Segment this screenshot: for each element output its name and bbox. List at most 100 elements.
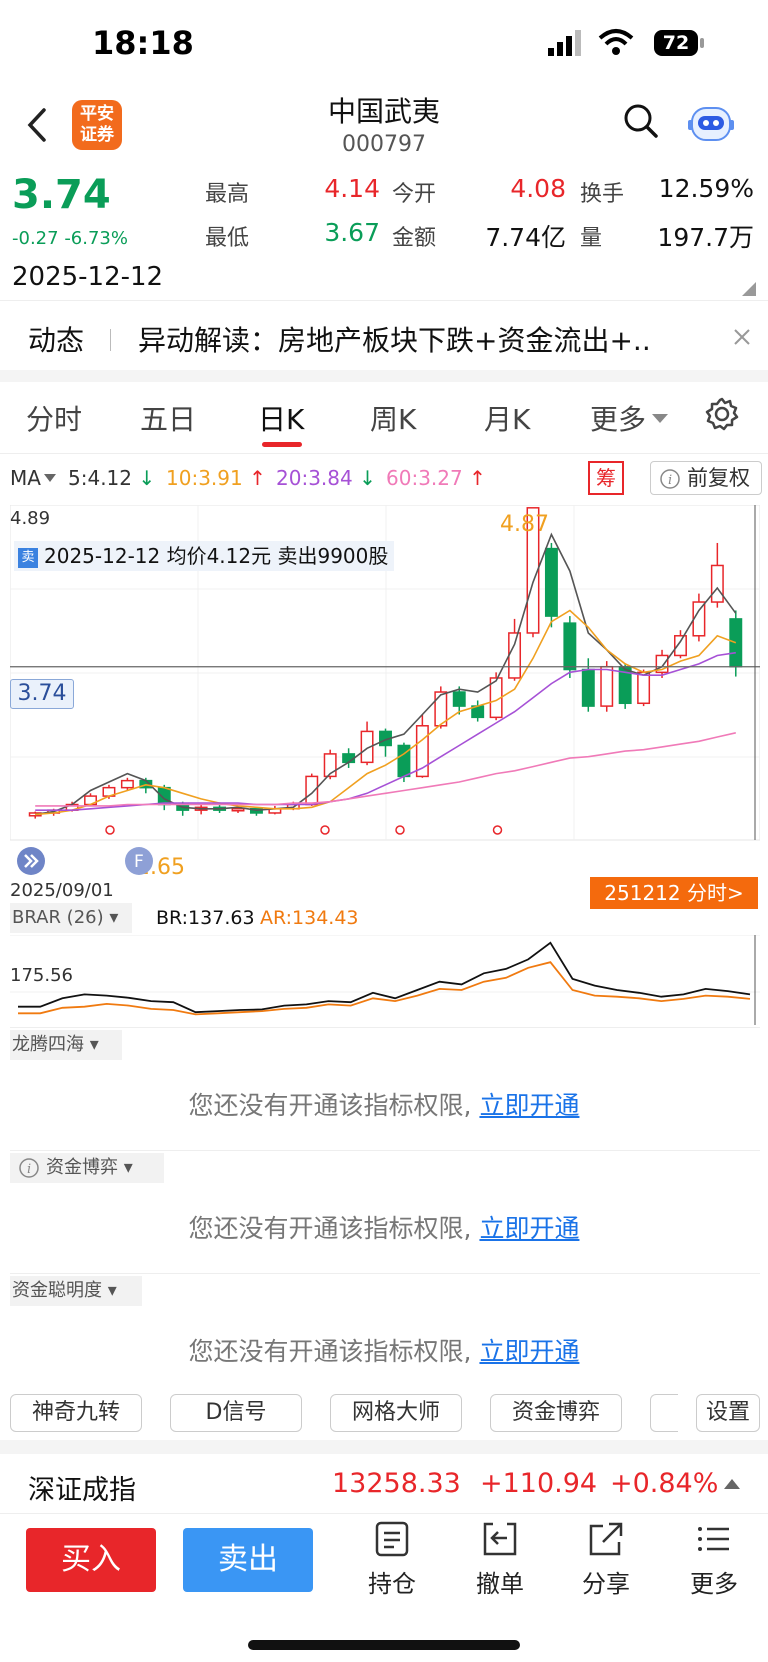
ma-label[interactable]: MA xyxy=(10,466,41,490)
candle-body xyxy=(692,601,706,637)
close-icon[interactable] xyxy=(732,327,752,347)
tool-nine-turns[interactable]: 神奇九转 xyxy=(10,1394,142,1432)
expand-up-icon[interactable] xyxy=(724,1478,740,1490)
locked-message-3: 您还没有开通该指标权限, 立即开通 xyxy=(0,1332,768,1368)
holdings-icon xyxy=(375,1521,409,1557)
tool-fund-game[interactable]: 资金博弈 xyxy=(490,1394,622,1432)
robot-assistant-icon[interactable] xyxy=(686,98,736,148)
tool-grid-master[interactable]: 网格大师 xyxy=(330,1394,462,1432)
gear-icon[interactable] xyxy=(704,396,740,432)
expand-corner-icon[interactable] xyxy=(742,282,756,296)
cancel-order-icon xyxy=(483,1522,517,1556)
more-button[interactable]: 更多 xyxy=(674,1520,754,1599)
candle-body xyxy=(434,691,448,727)
smart-money-selector[interactable]: 资金聪明度 ▾ xyxy=(10,1276,142,1306)
app-header: 平安 证券 中国武夷 000797 xyxy=(0,90,768,160)
brar-level-label: 175.56 xyxy=(10,965,73,986)
buy-button[interactable]: 买入 xyxy=(26,1528,156,1592)
quote-date: 2025-12-12 xyxy=(12,262,164,292)
candle-body xyxy=(360,730,374,764)
tab-daily-k[interactable]: 日K xyxy=(258,403,305,436)
holdings-button[interactable]: 持仓 xyxy=(352,1520,432,1599)
current-price-marker: 3.74 xyxy=(10,679,74,709)
section-gap xyxy=(0,370,768,382)
chip-distribution-button[interactable]: 筹 xyxy=(588,461,624,495)
kline-chart[interactable] xyxy=(10,505,760,875)
down-arrow-icon: ↓ xyxy=(132,466,156,490)
ar-value: AR:134.43 xyxy=(260,907,359,929)
news-headline[interactable]: 异动解读：房地产板块下跌+资金流出+.. xyxy=(138,324,651,357)
event-marker xyxy=(492,825,503,835)
br-value: BR:137.63 xyxy=(156,907,255,929)
index-name: 深证成指 xyxy=(28,1475,136,1506)
up-arrow-icon: ↑ xyxy=(242,466,266,490)
stock-name: 中国武夷 xyxy=(327,95,440,128)
activate-link[interactable]: 立即开通 xyxy=(479,1091,580,1120)
candle-body xyxy=(581,668,595,707)
activate-link[interactable]: 立即开通 xyxy=(479,1337,580,1366)
brar-selector[interactable]: BRAR (26) ▾ xyxy=(10,903,132,933)
locked-message-1: 您还没有开通该指标权限, 立即开通 xyxy=(0,1086,768,1122)
share-button[interactable]: 分享 xyxy=(566,1520,646,1599)
tab-timeshare[interactable]: 分时 xyxy=(26,403,83,436)
tool-d-signal[interactable]: D信号 xyxy=(170,1394,302,1432)
tab-five-day[interactable]: 五日 xyxy=(140,403,197,436)
holdings-label: 持仓 xyxy=(368,1570,416,1598)
candle-body xyxy=(120,779,134,789)
ma20-value: 20:3.84 ↓ xyxy=(276,466,376,490)
search-icon[interactable] xyxy=(622,102,660,142)
amount-value: 7.74亿 xyxy=(485,223,566,252)
brar-title: BRAR (26) xyxy=(12,907,104,928)
candle-body xyxy=(600,665,614,707)
more-label: 更多 xyxy=(690,1570,738,1598)
brar-chart xyxy=(10,935,760,1025)
tool-partial[interactable] xyxy=(650,1394,678,1432)
news-divider xyxy=(110,329,111,351)
ma60-value: 60:3.27 ↑ xyxy=(386,466,486,490)
up-arrow-icon: ↑ xyxy=(462,466,486,490)
candle-body xyxy=(544,547,558,617)
tab-monthly-k[interactable]: 月K xyxy=(484,403,531,436)
timeshare-button[interactable]: 251212 分时> xyxy=(590,877,758,909)
back-icon[interactable] xyxy=(22,106,52,144)
active-tab-indicator xyxy=(262,442,302,447)
status-bar: 18:18 72 xyxy=(0,0,768,90)
ma10-value: 10:3.91 ↑ xyxy=(166,466,266,490)
adjust-mode-button[interactable]: i 前复权 xyxy=(650,461,762,495)
candle-body xyxy=(231,808,245,812)
price-change: -0.27 -6.73% xyxy=(12,228,128,249)
home-indicator xyxy=(248,1640,520,1650)
index-pct: +0.84% xyxy=(610,1468,719,1499)
candle-body xyxy=(323,753,337,778)
tool-settings[interactable]: 设置 xyxy=(696,1394,760,1432)
candle-body xyxy=(508,632,522,679)
candle-body xyxy=(655,654,669,674)
tab-weekly-k[interactable]: 周K xyxy=(370,403,417,436)
tab-more[interactable]: 更多 xyxy=(590,403,647,436)
activate-link[interactable]: 立即开通 xyxy=(479,1214,580,1243)
longteng-title: 龙腾四海 xyxy=(12,1034,84,1055)
locked-text: 您还没有开通该指标权限, xyxy=(188,1214,472,1243)
ma60-text: 60:3.27 xyxy=(386,466,463,490)
candle-body xyxy=(157,786,171,806)
cancel-order-button[interactable]: 撤单 xyxy=(460,1520,540,1599)
cancel-order-label: 撤单 xyxy=(476,1570,524,1598)
longteng-selector[interactable]: 龙腾四海 ▾ xyxy=(10,1030,122,1060)
ma5-value: 5:4.12 ↓ xyxy=(68,466,155,490)
event-f-icon[interactable]: F xyxy=(124,846,154,876)
candle-body xyxy=(415,725,429,778)
news-bar[interactable]: 动态 异动解读：房地产板块下跌+资金流出+.. xyxy=(0,300,768,370)
fund-game-selector[interactable]: i 资金博弈 ▾ xyxy=(10,1153,164,1183)
index-ticker[interactable]: 深证成指 13258.33 +110.94 +0.84% xyxy=(0,1454,768,1514)
event-marker xyxy=(395,825,405,835)
sell-button[interactable]: 卖出 xyxy=(183,1528,313,1592)
change-pct: -6.73% xyxy=(64,228,128,249)
chart-frame xyxy=(10,505,760,841)
collapse-left-icon[interactable] xyxy=(16,846,46,876)
ma-dropdown-icon[interactable] xyxy=(44,474,56,484)
low-label: 最低 xyxy=(205,226,250,251)
news-label: 动态 xyxy=(28,324,85,357)
battery-icon: 72 xyxy=(654,30,698,56)
low-value: 3.67 xyxy=(324,218,380,247)
candle-body xyxy=(342,753,356,764)
